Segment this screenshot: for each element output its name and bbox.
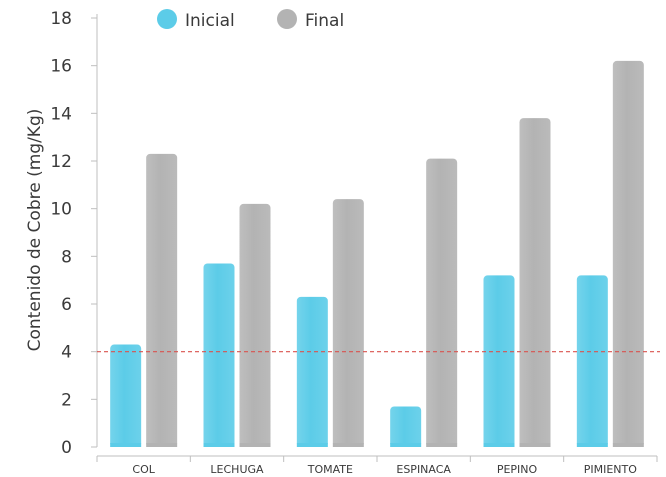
bar-final-lechuga [239,203,271,447]
bar-inicial-pepino [483,275,515,447]
bar-inicial-col [110,344,142,447]
bar-base [519,443,551,447]
y-tick-label: 8 [61,247,72,267]
y-tick-label: 16 [50,57,72,77]
bar-inicial-espinaca [390,406,422,447]
bar-base [146,443,178,447]
bars [110,60,644,448]
y-axis-label: Contenido de Cobre (mg/Kg) [25,109,45,352]
y-axis: 0 2 4 6 8 10 12 14 16 18 [50,9,98,458]
bar-inicial-lechuga [203,263,235,447]
bar-base [390,443,422,447]
bar-inicial-pimiento [576,275,608,447]
y-tick-label: 18 [50,9,72,29]
legend-label-final: Final [305,11,344,31]
bar-base [426,443,458,447]
bar-base [576,443,608,447]
legend-marker-inicial [157,9,177,29]
x-axis: COL LECHUGA TOMATE ESPINACA PEPINO PIMIENTO [96,455,658,476]
x-tick-label: PEPINO [497,463,538,476]
bar-base [296,443,328,447]
bar-base [203,443,235,447]
bar-base [239,443,271,447]
bar-final-col [146,153,178,447]
bar-base [332,443,364,447]
bar-base [483,443,515,447]
y-tick-label: 2 [61,390,72,410]
legend: Inicial Final [157,9,344,31]
legend-marker-final [277,9,297,29]
bar-final-pimiento [612,60,644,448]
bar-final-pepino [519,118,551,447]
x-tick-label: PIMIENTO [584,463,638,476]
y-tick-label: 14 [50,104,72,124]
bar-base [110,443,142,447]
y-tick-label: 12 [50,152,72,172]
y-tick-label: 6 [61,295,72,315]
bar-final-tomate [332,199,364,447]
y-tick-label: 4 [61,343,72,363]
x-tick-label: LECHUGA [210,463,264,476]
x-tick-label: COL [132,463,155,476]
x-tick-label: TOMATE [307,463,353,476]
bar-final-espinaca [426,158,458,447]
bar-inicial-tomate [296,296,328,447]
legend-label-inicial: Inicial [185,11,235,31]
y-tick-label: 10 [50,200,72,220]
x-tick-label: ESPINACA [396,463,451,476]
y-tick-label: 0 [61,438,72,458]
bar-base [612,443,644,447]
